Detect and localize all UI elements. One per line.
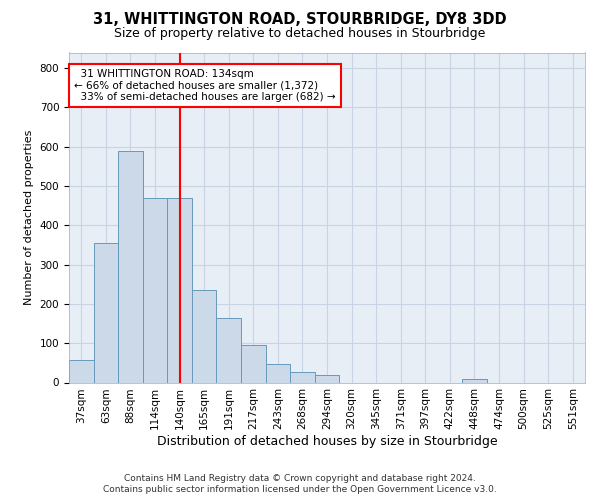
Bar [143, 198, 167, 382]
Bar [315, 374, 339, 382]
Text: Contains HM Land Registry data © Crown copyright and database right 2024.
Contai: Contains HM Land Registry data © Crown c… [103, 474, 497, 494]
X-axis label: Distribution of detached houses by size in Stourbridge: Distribution of detached houses by size … [157, 435, 497, 448]
Text: 31 WHITTINGTON ROAD: 134sqm
← 66% of detached houses are smaller (1,372)
  33% o: 31 WHITTINGTON ROAD: 134sqm ← 66% of det… [74, 69, 336, 102]
Bar [167, 198, 192, 382]
Bar [462, 378, 487, 382]
Bar [290, 372, 315, 382]
Bar [241, 345, 266, 383]
Y-axis label: Number of detached properties: Number of detached properties [24, 130, 34, 305]
Bar [192, 290, 217, 382]
Bar [118, 152, 143, 382]
Bar [266, 364, 290, 382]
Bar [94, 242, 118, 382]
Text: 31, WHITTINGTON ROAD, STOURBRIDGE, DY8 3DD: 31, WHITTINGTON ROAD, STOURBRIDGE, DY8 3… [93, 12, 507, 28]
Text: Size of property relative to detached houses in Stourbridge: Size of property relative to detached ho… [115, 28, 485, 40]
Bar [69, 360, 94, 382]
Bar [217, 318, 241, 382]
